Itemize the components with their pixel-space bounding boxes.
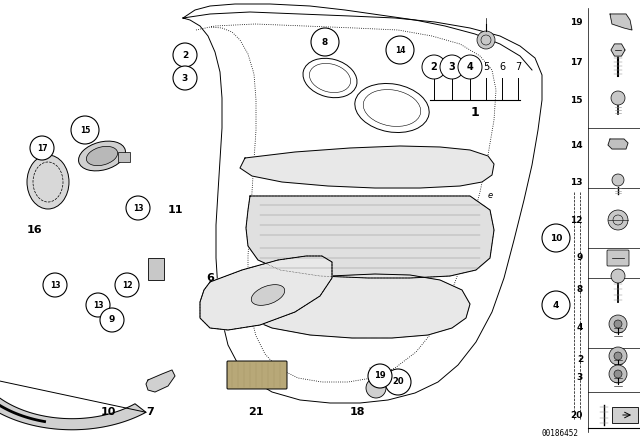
Text: 9: 9 — [109, 315, 115, 324]
Ellipse shape — [252, 284, 285, 306]
Text: 13: 13 — [50, 280, 60, 289]
Text: 6: 6 — [499, 62, 505, 72]
Text: 12: 12 — [570, 215, 583, 224]
Text: 10: 10 — [100, 407, 116, 417]
Text: 21: 21 — [248, 407, 264, 417]
Text: 5: 5 — [483, 62, 489, 72]
Circle shape — [440, 55, 464, 79]
Bar — [148, 258, 164, 280]
Polygon shape — [236, 274, 470, 338]
Text: 3: 3 — [577, 374, 583, 383]
Circle shape — [386, 36, 414, 64]
Text: 3: 3 — [182, 73, 188, 82]
Polygon shape — [183, 12, 542, 403]
Bar — [118, 152, 130, 162]
Circle shape — [173, 66, 197, 90]
Text: 13: 13 — [570, 177, 583, 186]
Circle shape — [542, 224, 570, 252]
Text: 10: 10 — [550, 233, 562, 242]
Text: 20: 20 — [392, 378, 404, 387]
Circle shape — [368, 364, 392, 388]
Text: 2: 2 — [182, 51, 188, 60]
Circle shape — [609, 365, 627, 383]
Ellipse shape — [86, 146, 118, 166]
Circle shape — [542, 291, 570, 319]
Text: 9: 9 — [577, 254, 583, 263]
Circle shape — [609, 315, 627, 333]
Circle shape — [86, 293, 110, 317]
Circle shape — [30, 136, 54, 160]
Text: 6: 6 — [206, 273, 214, 283]
Text: 17: 17 — [570, 57, 583, 66]
Circle shape — [43, 273, 67, 297]
Circle shape — [614, 320, 622, 328]
Polygon shape — [146, 370, 175, 392]
Text: 13: 13 — [132, 203, 143, 212]
Text: 19: 19 — [374, 371, 386, 380]
Text: 20: 20 — [571, 410, 583, 419]
Polygon shape — [200, 256, 332, 330]
Polygon shape — [611, 44, 625, 56]
Text: 14: 14 — [570, 141, 583, 150]
Circle shape — [458, 55, 482, 79]
Text: 4: 4 — [577, 323, 583, 332]
Text: 1: 1 — [470, 105, 479, 119]
FancyBboxPatch shape — [607, 250, 629, 266]
Text: 12: 12 — [122, 280, 132, 289]
Text: 2: 2 — [577, 356, 583, 365]
Ellipse shape — [27, 155, 69, 209]
Ellipse shape — [79, 141, 125, 171]
Text: 16: 16 — [27, 225, 43, 235]
Circle shape — [385, 369, 411, 395]
Text: 15: 15 — [80, 125, 90, 134]
Polygon shape — [240, 146, 494, 188]
Circle shape — [614, 370, 622, 378]
Circle shape — [422, 55, 446, 79]
Text: 17: 17 — [36, 143, 47, 152]
Polygon shape — [608, 139, 628, 149]
Text: 2: 2 — [431, 62, 437, 72]
Circle shape — [311, 28, 339, 56]
Text: 18: 18 — [349, 407, 365, 417]
Circle shape — [173, 43, 197, 67]
Circle shape — [100, 308, 124, 332]
Circle shape — [115, 273, 139, 297]
Circle shape — [611, 269, 625, 283]
Text: 00186452: 00186452 — [541, 429, 579, 438]
Text: 7: 7 — [515, 62, 521, 72]
Text: 4: 4 — [467, 62, 474, 72]
Text: e: e — [488, 190, 493, 199]
Circle shape — [366, 378, 386, 398]
Text: 4: 4 — [553, 301, 559, 310]
Text: 8: 8 — [577, 285, 583, 294]
Polygon shape — [246, 196, 494, 278]
Text: 19: 19 — [570, 17, 583, 26]
Polygon shape — [0, 377, 146, 430]
Circle shape — [609, 347, 627, 365]
Circle shape — [126, 196, 150, 220]
Bar — [612, 407, 638, 423]
Circle shape — [612, 174, 624, 186]
Circle shape — [614, 352, 622, 360]
Circle shape — [608, 210, 628, 230]
Text: 8: 8 — [322, 38, 328, 47]
Text: 3: 3 — [449, 62, 456, 72]
Circle shape — [477, 31, 495, 49]
Text: 11: 11 — [167, 205, 183, 215]
Polygon shape — [610, 14, 632, 30]
Text: 13: 13 — [93, 301, 103, 310]
Text: 15: 15 — [570, 95, 583, 104]
Text: 14: 14 — [395, 46, 405, 55]
FancyBboxPatch shape — [227, 361, 287, 389]
Circle shape — [611, 91, 625, 105]
Circle shape — [71, 116, 99, 144]
Text: 7: 7 — [146, 407, 154, 417]
